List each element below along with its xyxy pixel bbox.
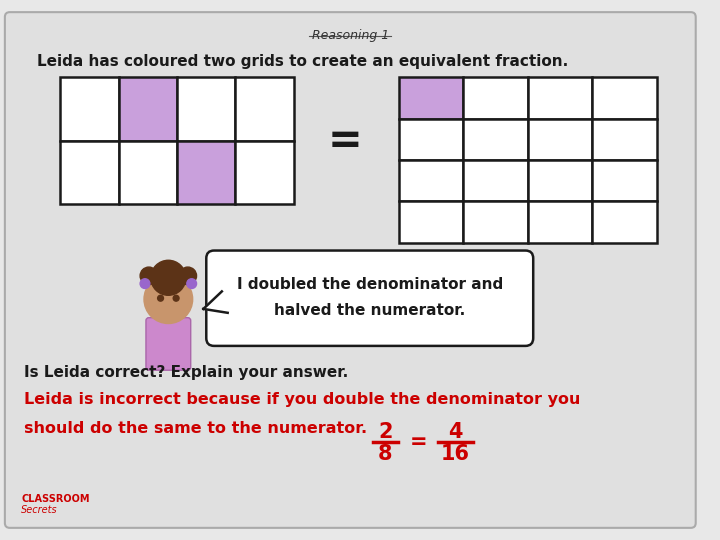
Circle shape bbox=[174, 295, 179, 301]
Text: should do the same to the numerator.: should do the same to the numerator. bbox=[24, 421, 367, 436]
Text: Leida has coloured two grids to create an equivalent fraction.: Leida has coloured two grids to create a… bbox=[37, 54, 568, 69]
Bar bbox=[399, 201, 464, 243]
Text: Leida is incorrect because if you double the denominator you: Leida is incorrect because if you double… bbox=[24, 392, 581, 407]
Circle shape bbox=[140, 279, 150, 288]
Polygon shape bbox=[203, 292, 228, 313]
Bar bbox=[119, 140, 177, 204]
Bar bbox=[399, 119, 464, 160]
Text: Reasoning 1: Reasoning 1 bbox=[312, 29, 389, 42]
FancyBboxPatch shape bbox=[207, 251, 534, 346]
Text: 4: 4 bbox=[448, 422, 463, 442]
Bar bbox=[528, 77, 593, 119]
Text: CLASSROOM: CLASSROOM bbox=[22, 494, 90, 503]
Circle shape bbox=[186, 279, 197, 288]
Bar bbox=[60, 77, 119, 140]
Text: I doubled the denominator and: I doubled the denominator and bbox=[237, 277, 503, 292]
Circle shape bbox=[150, 260, 186, 295]
Bar bbox=[399, 77, 464, 119]
Text: Is Leida correct? Explain your answer.: Is Leida correct? Explain your answer. bbox=[24, 366, 348, 380]
Bar bbox=[593, 119, 657, 160]
Text: =: = bbox=[410, 432, 427, 452]
Text: 2: 2 bbox=[378, 422, 392, 442]
Bar bbox=[528, 201, 593, 243]
Text: halved the numerator.: halved the numerator. bbox=[274, 303, 465, 319]
Circle shape bbox=[140, 267, 158, 285]
Bar bbox=[235, 140, 294, 204]
Bar bbox=[464, 160, 528, 201]
Bar bbox=[528, 160, 593, 201]
Text: =: = bbox=[328, 119, 363, 161]
Bar bbox=[464, 201, 528, 243]
Bar bbox=[528, 119, 593, 160]
Text: Secrets: Secrets bbox=[22, 505, 58, 515]
Circle shape bbox=[179, 267, 197, 285]
Bar bbox=[593, 77, 657, 119]
Text: 16: 16 bbox=[441, 444, 470, 464]
FancyBboxPatch shape bbox=[146, 318, 191, 370]
Bar bbox=[464, 77, 528, 119]
Bar bbox=[399, 160, 464, 201]
Bar bbox=[235, 77, 294, 140]
FancyBboxPatch shape bbox=[5, 12, 696, 528]
Text: 8: 8 bbox=[378, 444, 392, 464]
Bar bbox=[593, 201, 657, 243]
Bar bbox=[119, 77, 177, 140]
Circle shape bbox=[144, 275, 193, 323]
Bar bbox=[60, 140, 119, 204]
Bar bbox=[593, 160, 657, 201]
Circle shape bbox=[158, 295, 163, 301]
Bar bbox=[177, 140, 235, 204]
Bar bbox=[464, 119, 528, 160]
Bar bbox=[177, 77, 235, 140]
